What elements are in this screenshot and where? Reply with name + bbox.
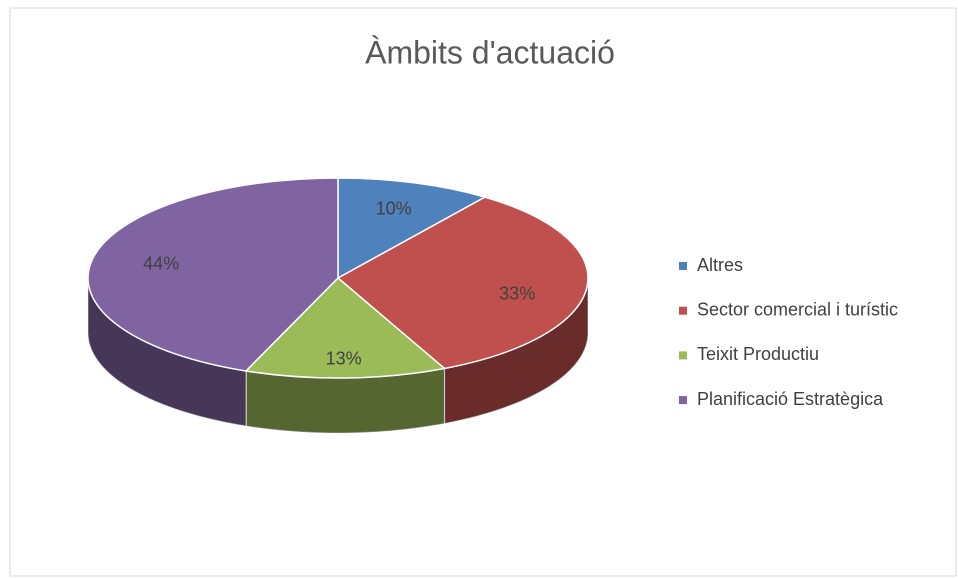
data-label: 33% (499, 284, 535, 304)
pie-side-shade (444, 278, 588, 424)
data-label: 10% (376, 198, 412, 218)
pie-slice (87, 177, 339, 372)
legend-marker (679, 396, 687, 405)
legend-marker (679, 306, 687, 315)
legend-label: Teixit Productiu (697, 344, 819, 364)
pie-slice (244, 276, 447, 379)
legend-marker (679, 262, 687, 270)
pie-slice (336, 196, 589, 370)
pie-side-shade (245, 368, 445, 433)
data-label: 44% (143, 253, 179, 273)
chart-title: Àmbits d'actuació (365, 34, 615, 70)
pie-slice (337, 177, 487, 280)
legend-marker (679, 351, 687, 360)
legend-label: Sector comercial i turístic (697, 299, 898, 319)
legend-label: Planificació Estratègica (697, 389, 884, 409)
data-label: 13% (326, 349, 362, 369)
legend-label: Altres (697, 255, 743, 275)
